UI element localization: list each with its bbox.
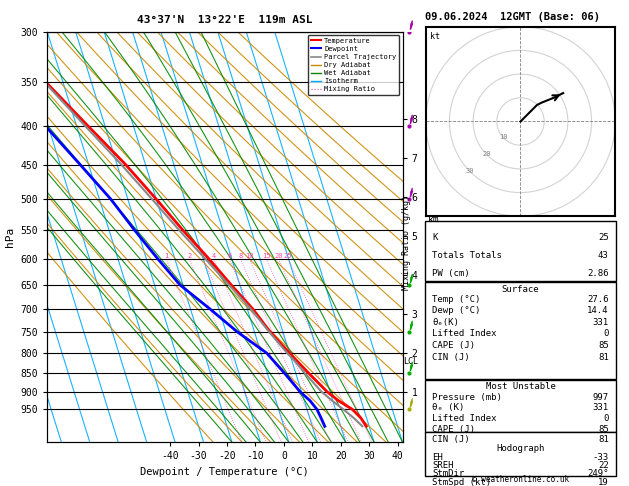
Text: 27.6: 27.6	[587, 295, 609, 304]
Text: -33: -33	[593, 452, 609, 462]
Text: Dewp (°C): Dewp (°C)	[432, 307, 481, 315]
Text: PW (cm): PW (cm)	[432, 269, 470, 278]
Text: CAPE (J): CAPE (J)	[432, 341, 476, 350]
Bar	[425, 221, 616, 281]
Text: Lifted Index: Lifted Index	[432, 330, 497, 338]
Text: θₑ (K): θₑ (K)	[432, 403, 464, 413]
Bar	[425, 281, 616, 379]
Text: kt: kt	[430, 33, 440, 41]
Text: 81: 81	[598, 435, 609, 444]
Text: 20: 20	[274, 253, 282, 259]
Text: 81: 81	[598, 353, 609, 362]
Text: SREH: SREH	[432, 461, 454, 470]
Text: 22: 22	[598, 461, 609, 470]
Text: 8: 8	[238, 253, 243, 259]
Text: 19: 19	[598, 478, 609, 486]
Bar	[425, 432, 616, 476]
Text: StmSpd (kt): StmSpd (kt)	[432, 478, 491, 486]
Y-axis label: hPa: hPa	[5, 227, 15, 247]
Text: CIN (J): CIN (J)	[432, 353, 470, 362]
Text: 331: 331	[593, 318, 609, 327]
Text: 30: 30	[465, 168, 474, 174]
Bar	[425, 380, 616, 432]
Text: 43: 43	[598, 251, 609, 260]
Text: Totals Totals: Totals Totals	[432, 251, 502, 260]
Text: 997: 997	[593, 393, 609, 402]
Text: 14.4: 14.4	[587, 307, 609, 315]
Text: EH: EH	[432, 452, 443, 462]
Y-axis label: km
ASL: km ASL	[425, 215, 443, 237]
Text: 2.86: 2.86	[587, 269, 609, 278]
Text: 0: 0	[603, 414, 609, 423]
Text: 85: 85	[598, 341, 609, 350]
Text: 1: 1	[164, 253, 169, 259]
Text: Mixing Ratio (g/kg): Mixing Ratio (g/kg)	[403, 195, 411, 291]
Text: Hodograph: Hodograph	[496, 444, 545, 453]
Text: K: K	[432, 233, 438, 242]
Text: © weatheronline.co.uk: © weatheronline.co.uk	[472, 474, 569, 484]
Text: StmDir: StmDir	[432, 469, 464, 478]
X-axis label: Dewpoint / Temperature (°C): Dewpoint / Temperature (°C)	[140, 467, 309, 477]
Text: 20: 20	[482, 151, 491, 156]
Text: 09.06.2024  12GMT (Base: 06): 09.06.2024 12GMT (Base: 06)	[425, 12, 599, 22]
Text: Pressure (mb): Pressure (mb)	[432, 393, 502, 402]
Text: 85: 85	[598, 425, 609, 434]
Text: Lifted Index: Lifted Index	[432, 414, 497, 423]
Text: 3: 3	[201, 253, 206, 259]
Text: 4: 4	[212, 253, 216, 259]
Text: CAPE (J): CAPE (J)	[432, 425, 476, 434]
Text: 10: 10	[245, 253, 253, 259]
Text: 25: 25	[598, 233, 609, 242]
Text: CIN (J): CIN (J)	[432, 435, 470, 444]
Text: Temp (°C): Temp (°C)	[432, 295, 481, 304]
Text: 25: 25	[284, 253, 292, 259]
Text: 0: 0	[603, 330, 609, 338]
Text: Surface: Surface	[502, 285, 539, 294]
Text: 2: 2	[187, 253, 191, 259]
Text: Most Unstable: Most Unstable	[486, 382, 555, 392]
Text: 10: 10	[499, 134, 508, 139]
Text: LCL: LCL	[403, 357, 418, 365]
Text: 15: 15	[262, 253, 270, 259]
Text: 331: 331	[593, 403, 609, 413]
Title: 43°37'N  13°22'E  119m ASL: 43°37'N 13°22'E 119m ASL	[137, 15, 313, 25]
Legend: Temperature, Dewpoint, Parcel Trajectory, Dry Adiabat, Wet Adiabat, Isotherm, Mi: Temperature, Dewpoint, Parcel Trajectory…	[308, 35, 399, 95]
Text: θₑ(K): θₑ(K)	[432, 318, 459, 327]
Text: 6: 6	[227, 253, 231, 259]
Text: 249°: 249°	[587, 469, 609, 478]
